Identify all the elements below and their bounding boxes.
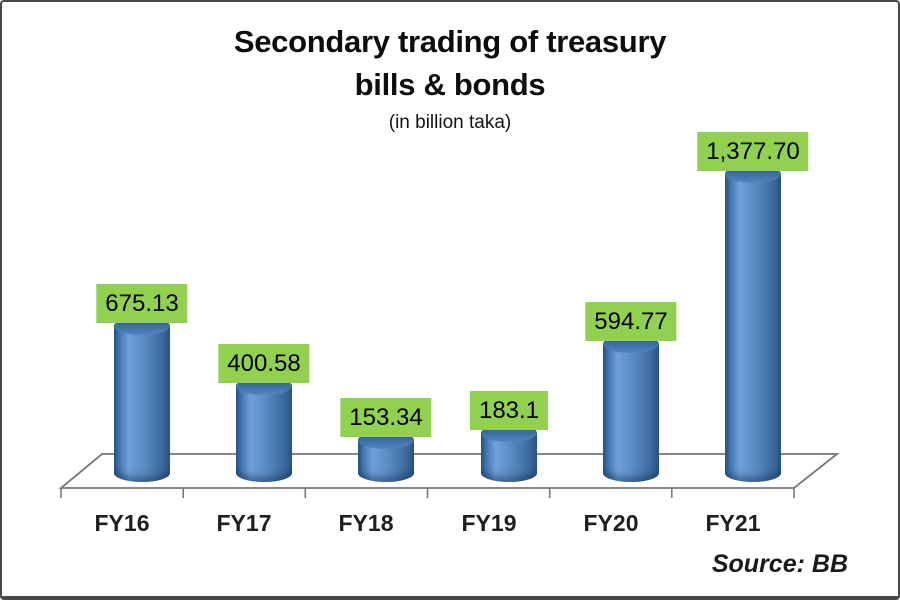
data-label-fy19: 183.1 [469, 391, 549, 430]
chart-header: Secondary trading of treasury bills & bo… [2, 20, 898, 134]
x-axis-label-fy19: FY19 [461, 510, 517, 536]
chart-subtitle: (in billion taka) [388, 112, 512, 133]
chart-title-line1: Secondary trading of treasury [233, 24, 667, 59]
x-axis-label-fy21: FY21 [705, 510, 761, 536]
bar-fy16: 675.13 [96, 284, 188, 482]
bar-fy21: 1,377.70 [697, 132, 809, 482]
chart-title-line2: bills & bonds [354, 67, 546, 102]
x-axis-ticks [60, 488, 795, 498]
floor-plane [58, 453, 840, 489]
bar-fy18: 153.34 [340, 398, 432, 482]
data-label-fy21: 1,377.70 [697, 132, 809, 171]
bar-fy19: 183.1 [469, 391, 549, 482]
bar-fy20: 594.77 [585, 302, 677, 482]
data-label-fy18: 153.34 [340, 398, 432, 437]
data-label-fy17: 400.58 [218, 344, 310, 383]
data-label-fy16: 675.13 [96, 284, 188, 323]
x-axis-label-fy17: FY17 [216, 510, 272, 536]
x-axis-label-fy16: FY16 [94, 510, 150, 536]
data-label-fy20: 594.77 [585, 302, 677, 341]
bar-fy17: 400.58 [218, 344, 310, 482]
x-axis-label-fy20: FY20 [583, 510, 639, 536]
source-label: Source: BB [711, 550, 848, 578]
x-axis-label-fy18: FY18 [338, 510, 394, 536]
